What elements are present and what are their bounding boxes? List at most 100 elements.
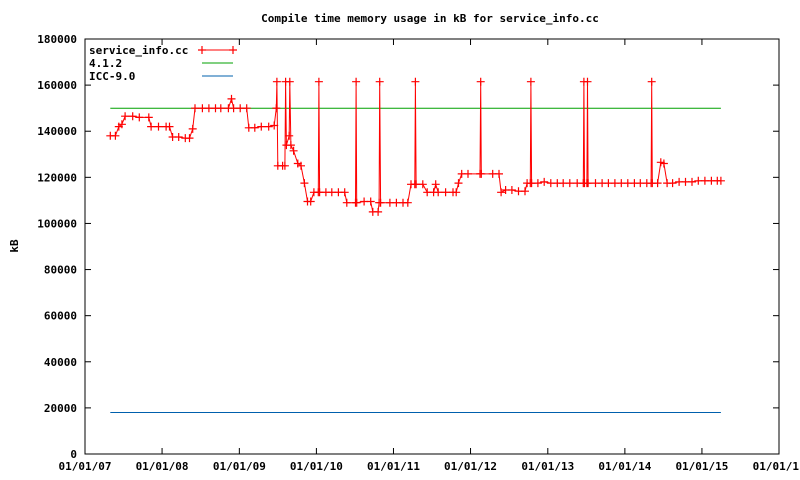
- x-axis: 01/01/07 01/01/08 01/01/09 01/01/10 01/01/11…: [59, 39, 800, 473]
- data-point: [242, 104, 251, 113]
- x-tick-label: 01/01/07: [59, 460, 112, 473]
- data-point: [111, 131, 120, 140]
- data-point: [270, 121, 279, 130]
- data-point: [540, 177, 549, 186]
- y-tick-label: 20000: [44, 402, 77, 415]
- data-point: [352, 198, 361, 207]
- data-point: [668, 179, 677, 188]
- data-point: [154, 122, 163, 131]
- data-point: [526, 77, 535, 86]
- y-tick-label: 160000: [37, 79, 77, 92]
- x-tick-label: 01/01/11: [367, 460, 420, 473]
- data-point: [565, 179, 574, 188]
- data-point: [264, 122, 273, 131]
- data-point: [441, 188, 450, 197]
- data-point: [411, 77, 420, 86]
- data-point: [477, 169, 486, 178]
- data-point: [272, 77, 281, 86]
- data-point: [584, 179, 593, 188]
- x-tick-label: 01/01/14: [598, 460, 651, 473]
- data-point: [121, 112, 130, 121]
- data-point: [647, 77, 656, 86]
- x-tick-label: 01/01/10: [290, 460, 343, 473]
- data-point: [227, 94, 236, 103]
- data-point: [174, 133, 183, 141]
- legend-label: service_info.cc: [89, 44, 188, 57]
- x-tick-label: 01/01/15: [675, 460, 728, 473]
- series-service-info-cc: [106, 77, 725, 216]
- data-point: [306, 197, 315, 206]
- x-tick-label: 01/01/08: [136, 460, 189, 473]
- y-tick-label: 40000: [44, 356, 77, 369]
- data-point: [495, 169, 503, 178]
- series-layer: [106, 77, 725, 413]
- y-tick-label: 140000: [37, 125, 77, 138]
- data-point: [128, 112, 137, 121]
- data-point: [117, 120, 126, 129]
- data-point: [352, 77, 361, 86]
- data-point: [454, 179, 463, 188]
- y-tick-label: 100000: [37, 217, 77, 230]
- data-point: [533, 179, 542, 188]
- y-axis-label: kB: [8, 239, 21, 253]
- data-point: [374, 207, 383, 216]
- data-point: [216, 104, 225, 113]
- data-point: [366, 197, 375, 206]
- data-point: [250, 123, 259, 132]
- y-tick-label: 180000: [37, 33, 77, 46]
- data-point: [497, 188, 506, 197]
- plot-frame: [84, 38, 780, 455]
- chart-title: Compile time memory usage in kB for serv…: [261, 12, 599, 25]
- data-point: [716, 176, 725, 185]
- data-point: [376, 198, 385, 207]
- data-point: [452, 188, 461, 197]
- y-tick-label: 80000: [44, 264, 77, 277]
- data-point: [272, 104, 281, 113]
- data-point: [521, 187, 529, 196]
- data-point: [188, 124, 197, 133]
- x-tick-label: 01/01/12: [444, 460, 497, 473]
- data-point: [297, 161, 305, 170]
- legend-marker: [229, 46, 237, 54]
- data-point: [476, 77, 485, 86]
- data-point: [285, 131, 294, 140]
- data-point: [403, 198, 412, 207]
- data-point: [300, 179, 309, 188]
- data-point: [342, 198, 351, 207]
- data-point: [412, 180, 421, 189]
- x-tick-label: 01/01/1: [753, 460, 800, 473]
- data-point: [434, 188, 443, 197]
- data-point: [688, 177, 696, 186]
- data-point: [280, 161, 289, 170]
- data-point: [147, 122, 156, 131]
- legend-label: ICC-9.0: [89, 70, 135, 83]
- data-point: [144, 113, 153, 122]
- data-point: [375, 77, 384, 86]
- data-point: [659, 159, 668, 168]
- data-point: [257, 122, 266, 131]
- y-tick-label: 120000: [37, 171, 77, 184]
- plot-area: [84, 38, 780, 455]
- y-tick-label: 60000: [44, 310, 77, 323]
- legend-marker: [198, 46, 206, 54]
- data-point: [135, 113, 144, 122]
- data-point: [191, 104, 199, 113]
- data-point: [583, 77, 592, 86]
- data-point: [185, 134, 194, 143]
- y-axis: 0 20000 40000 60000 80000 100000 120000 140000 1…: [37, 33, 779, 461]
- x-tick-label: 01/01/13: [521, 460, 574, 473]
- data-point: [285, 77, 294, 86]
- data-point: [464, 169, 472, 178]
- data-point: [418, 180, 427, 189]
- data-point: [165, 122, 174, 131]
- legend-label: 4.1.2: [89, 57, 122, 70]
- data-point: [507, 186, 516, 194]
- x-tick-label: 01/01/09: [213, 460, 266, 473]
- data-point: [431, 180, 440, 189]
- data-point: [653, 179, 662, 188]
- data-point: [314, 77, 323, 86]
- y-tick-label: 0: [70, 448, 77, 461]
